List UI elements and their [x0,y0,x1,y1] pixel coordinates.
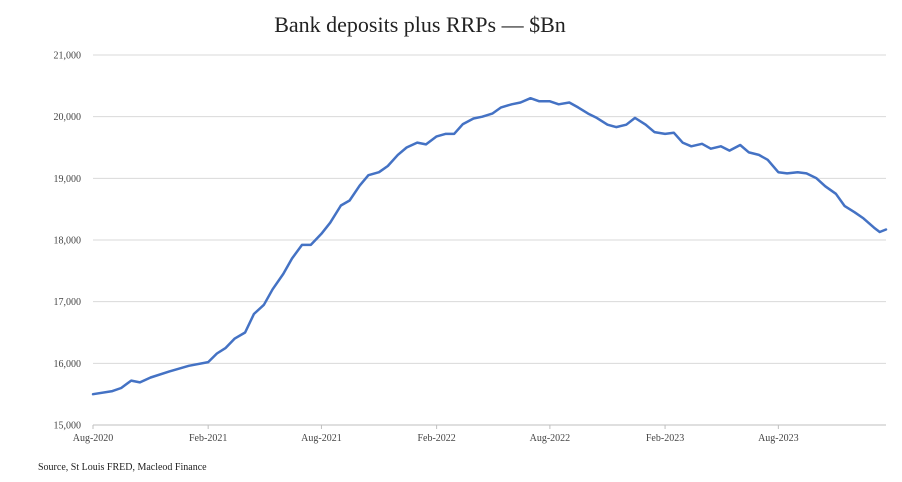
x-tick-label: Feb-2023 [646,433,684,444]
y-tick-label: 20,000 [54,112,82,123]
chart-title: Bank deposits plus RRPs — $Bn [274,12,566,37]
x-tick-label: Aug-2020 [73,433,114,444]
x-tick-label: Feb-2022 [417,433,455,444]
x-tick-label: Feb-2021 [189,433,227,444]
y-tick-label: 16,000 [54,359,82,370]
x-tick-label: Aug-2023 [758,433,799,444]
y-tick-label: 21,000 [54,51,82,62]
gridlines [93,54,886,364]
y-axis-labels: 15,000 16,000 17,000 18,000 19,000 20,000 21,0… [54,51,82,432]
series-layer [91,96,888,396]
x-tick-label: Aug-2022 [530,433,571,444]
x-axis-labels: Aug-2020 Feb-2021 Aug-2021 Feb-2022 Aug-2022… [73,433,799,444]
y-tick-label: 19,000 [54,174,82,185]
source-note: Source, St Louis FRED, Macleod Finance [38,462,207,473]
x-tick-label: Aug-2021 [301,433,342,444]
y-tick-label: 18,000 [54,236,82,247]
y-tick-label: 15,000 [54,421,82,432]
y-tick-label: 17,000 [54,297,82,308]
x-axis [92,424,886,429]
series-line [91,96,888,396]
